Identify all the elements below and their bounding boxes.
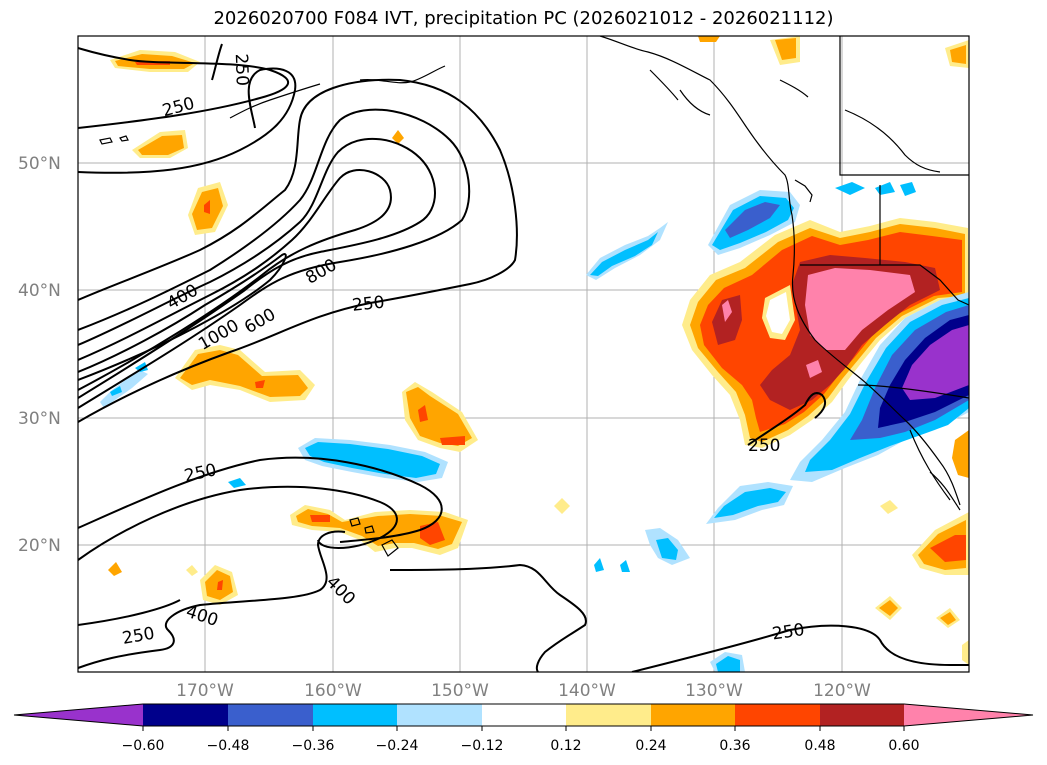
precip-positive-areas	[108, 36, 969, 665]
lon-label-130w: 130°W	[685, 681, 743, 701]
ivt-contours	[78, 43, 969, 672]
gridlines	[78, 36, 969, 672]
lat-label-20n: 20°N	[18, 536, 61, 556]
coastlines	[99, 36, 969, 557]
colorbar-segment	[482, 704, 566, 726]
lon-label-120w: 120°W	[813, 681, 871, 701]
lon-label-140w: 140°W	[558, 681, 616, 701]
lon-label-160w: 160°W	[304, 681, 362, 701]
colorbar-tick-label: 0.24	[635, 738, 666, 754]
contour-label: 250	[231, 53, 252, 86]
precip-negative-areas	[100, 182, 969, 672]
colorbar-segment	[397, 704, 482, 726]
latitude-labels: 50°N 40°N 30°N 20°N	[18, 154, 61, 556]
colorbar-tick-label: 0.12	[550, 738, 581, 754]
colorbar-tick-label: −0.48	[207, 738, 250, 754]
contour-label: 250	[351, 293, 385, 316]
contour-label: 250	[771, 620, 806, 644]
longitude-labels: 170°W 160°W 150°W 140°W 130°W 120°W	[176, 681, 871, 701]
colorbar-segment	[651, 704, 735, 726]
colorbar-tick-label: 0.60	[888, 738, 919, 754]
colorbar-tick-label: 0.36	[719, 738, 750, 754]
colorbar-tick-label: −0.36	[292, 738, 335, 754]
colorbar-extend-high	[904, 704, 1033, 726]
colorbar-tick-label: 0.48	[804, 738, 835, 754]
figure-title: 2026020700 F084 IVT, precipitation PC (2…	[213, 8, 834, 29]
contour-label: 250	[748, 436, 780, 456]
lon-label-170w: 170°W	[176, 681, 234, 701]
colorbar-tick-label: −0.24	[376, 738, 419, 754]
colorbar: −0.60 −0.48 −0.36 −0.24 −0.12 0.12 0.24 …	[13, 703, 1034, 754]
colorbar-tick-label: −0.60	[122, 738, 165, 754]
lat-label-40n: 40°N	[18, 281, 61, 301]
colorbar-segment	[820, 704, 904, 726]
colorbar-segment	[228, 704, 313, 726]
colorbar-segment	[143, 704, 228, 726]
lon-label-150w: 150°W	[431, 681, 489, 701]
colorbar-segment	[313, 704, 397, 726]
map-frame	[77, 35, 970, 673]
colorbar-tick-label: −0.12	[461, 738, 504, 754]
lat-label-30n: 30°N	[18, 409, 61, 429]
colorbar-segment	[566, 704, 651, 726]
lat-label-50n: 50°N	[18, 154, 61, 174]
colorbar-segment	[735, 704, 820, 726]
colorbar-extend-low	[14, 704, 143, 726]
